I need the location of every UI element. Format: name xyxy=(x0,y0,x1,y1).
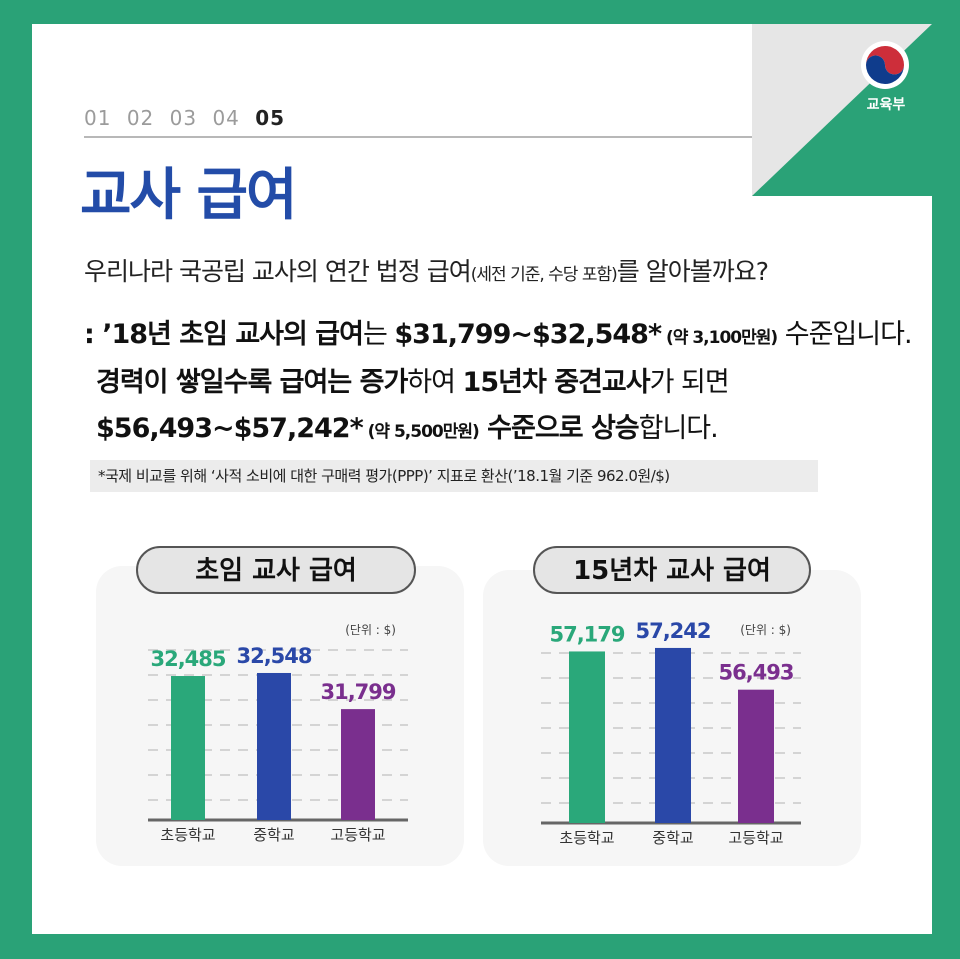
body-l3-tail: 합니다. xyxy=(638,413,719,444)
unit-label: (단위 : $) xyxy=(740,623,791,637)
category-label: 고등학교 xyxy=(728,829,783,847)
step-indicator: 01 02 03 04 05 xyxy=(84,106,293,130)
category-label: 초등학교 xyxy=(559,829,614,847)
body-l2-tail: 가 되면 xyxy=(649,367,730,398)
starting-salary-chart: (단위 : $) 32,485 초등학교 32,548 중학교 31,799 고등학교 xyxy=(148,623,408,844)
intro-main: 우리나라 국공립 교사의 연간 법정 급여 xyxy=(84,257,472,286)
bar-초등학교 xyxy=(171,676,205,820)
body-l3-won: (약 5,500만원) xyxy=(362,422,480,442)
category-label: 초등학교 xyxy=(160,826,215,844)
category-label: 고등학교 xyxy=(330,826,385,844)
intro-paren: (세전 기준, 수당 포함) xyxy=(470,265,618,285)
body-l2-bold: 경력이 쌓일수록 급여는 증가 xyxy=(96,367,408,398)
value-label: 32,485 xyxy=(150,647,225,671)
body-l3-amount: $56,493~$57,242* xyxy=(96,413,364,444)
value-label: 57,242 xyxy=(635,619,710,643)
body-l1-won: (약 3,100만원) xyxy=(661,328,778,348)
body-line-2: 경력이 쌓일수록 급여는 증가하여 15년차 중견교사가 되면 xyxy=(96,360,730,399)
value-label: 57,179 xyxy=(549,622,624,646)
value-label: 56,493 xyxy=(718,661,793,685)
body-line-3: $56,493~$57,242* (약 5,500만원) 수준으로 상승합니다. xyxy=(96,406,719,445)
page-title: 교사 급여 xyxy=(80,163,298,228)
header-divider xyxy=(84,136,752,138)
step-2: 02 xyxy=(126,106,155,130)
category-label: 중학교 xyxy=(652,829,693,847)
intro-tail: 를 알아볼까요? xyxy=(616,257,769,286)
bar-고등학교 xyxy=(738,689,774,823)
chart-title-starting: 초임 교사 급여 xyxy=(136,546,416,594)
bar-초등학교 xyxy=(569,651,605,823)
body-l1-bold: : ’18년 초임 교사의 급여 xyxy=(84,319,364,350)
intro-question: 우리나라 국공립 교사의 연간 법정 급여(세전 기준, 수당 포함)를 알아볼… xyxy=(84,252,769,288)
step-3: 03 xyxy=(169,106,198,130)
value-label: 31,799 xyxy=(320,680,395,704)
body-l3-bold: 수준으로 상승 xyxy=(478,413,639,444)
step-5-current: 05 xyxy=(255,106,286,130)
government-emblem-icon xyxy=(861,41,909,89)
bar-고등학교 xyxy=(341,709,375,820)
step-4: 04 xyxy=(212,106,240,130)
category-label: 중학교 xyxy=(253,826,294,844)
body-l1-tail: 수준입니다. xyxy=(777,319,913,350)
body-line-1: : ’18년 초임 교사의 급여는 $31,799~$32,548* (약 3,… xyxy=(84,312,913,351)
footnote: *국제 비교를 위해 ‘사적 소비에 대한 구매력 평가(PPP)’ 지표로 환… xyxy=(90,460,818,492)
body-l2-bold-2: 15년차 중견교사 xyxy=(462,367,651,398)
step-1: 01 xyxy=(84,106,112,130)
body-l2-plain: 하여 xyxy=(407,367,463,398)
value-label: 32,548 xyxy=(236,644,311,668)
bar-중학교 xyxy=(257,672,291,820)
body-l1-plain: 는 xyxy=(362,319,395,350)
bar-중학교 xyxy=(655,647,691,823)
body-l1-amount: $31,799~$32,548* xyxy=(394,319,662,350)
15yr-salary-chart: (단위 : $) 57,179 초등학교 57,242 중학교 56,493 고등학교 xyxy=(541,619,801,847)
unit-label: (단위 : $) xyxy=(345,623,396,637)
chart-title-15yr: 15년차 교사 급여 xyxy=(533,546,811,594)
ministry-logo-text: 교육부 xyxy=(866,97,906,113)
